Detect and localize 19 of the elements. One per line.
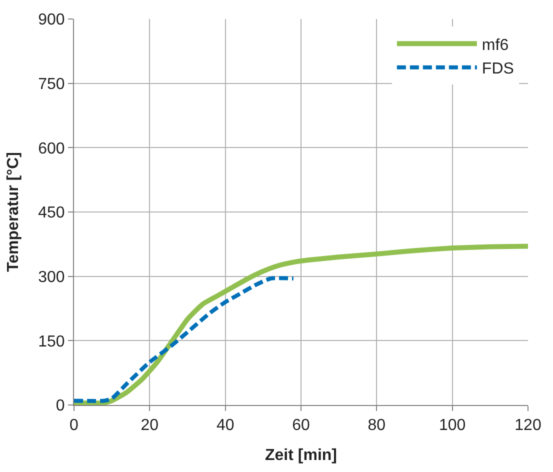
y-axis-title: Temperatur [°C] — [4, 152, 22, 272]
y-tick-label: 750 — [38, 76, 65, 93]
line-series — [74, 276, 296, 403]
x-tick-label: 80 — [368, 417, 386, 434]
x-tick-label: 20 — [140, 417, 159, 434]
x-tick-label: 0 — [70, 417, 79, 434]
legend-label: FDS — [482, 60, 514, 78]
x-tick-label: 120 — [514, 417, 542, 434]
legend-label: mf6 — [482, 36, 509, 54]
x-tick-label: 100 — [438, 417, 466, 434]
x-tick-label: 60 — [292, 417, 310, 434]
y-tick-label: 600 — [38, 140, 65, 158]
y-tick-label: 900 — [38, 12, 65, 29]
y-tick-label: 0 — [56, 398, 65, 415]
y-tick-label: 150 — [38, 333, 65, 350]
x-tick-label: 40 — [216, 417, 234, 434]
y-tick-label: 450 — [38, 204, 65, 222]
x-axis-title: Zeit [min] — [265, 446, 337, 464]
y-tick-label: 300 — [38, 268, 65, 286]
